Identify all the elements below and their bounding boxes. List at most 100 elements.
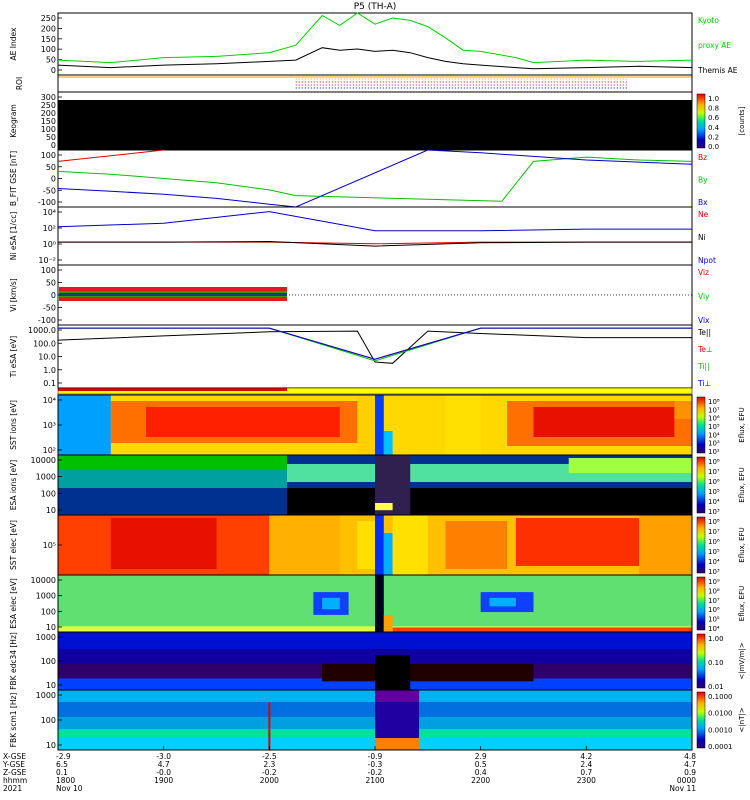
series-line-ni: [58, 240, 692, 247]
y-tick-label: -100: [38, 316, 56, 325]
legend-label: Kyoto: [698, 16, 719, 25]
colorbar-tick-label: 10⁷: [708, 597, 720, 605]
colorbar-label: <|mV/m|>: [738, 642, 746, 679]
panel-roi: ROI: [15, 74, 693, 93]
spectrogram-band: [383, 533, 393, 575]
keogram-top-gap: [58, 92, 692, 100]
colorbar-tick-label: 0.01: [708, 683, 724, 691]
panel-fbk_e: 1000 100 10 FBK edc34 [Hz] 1.00 0.10 0.01 <|mV/…: [9, 631, 746, 691]
colorbar-tick-label: 10⁶: [708, 538, 720, 546]
y-tick-label: 50: [46, 163, 56, 172]
colorbar-label: [counts]: [738, 106, 746, 135]
y-tick-label: 150: [41, 117, 56, 126]
x-axis-row-label: 2021: [3, 784, 22, 793]
spectrogram-band: [58, 395, 111, 455]
spectrogram-band: [269, 515, 340, 575]
series-line-bz: [57, 149, 164, 162]
colorbar-tick-label: 10⁵: [708, 616, 720, 624]
x-axis-value: 4.7: [158, 760, 170, 769]
y-tick-label: -50: [43, 186, 56, 195]
colorbar-tick-label: 0.6: [708, 114, 720, 122]
colorbar-label: <|nT|>: [738, 707, 746, 732]
colorbar-tick-label: 0.0001: [708, 743, 733, 751]
y-tick-label: 10: [46, 506, 56, 515]
y-tick-label: 10⁴: [43, 396, 56, 405]
x-axis-value: 2300: [577, 776, 596, 785]
colorbar-tick-label: 10⁶: [708, 606, 720, 614]
spectrogram-band: [639, 515, 692, 575]
series-line-ti: [58, 327, 692, 362]
x-axis-value: -2.5: [262, 752, 277, 761]
spectrogram-band: [489, 597, 516, 607]
y-tick-label: 50: [46, 279, 56, 288]
legend-label: Vix: [698, 316, 710, 325]
y-tick-label: 150: [41, 35, 56, 44]
spectrogram-band: [110, 518, 217, 569]
x-axis-value: 0.9: [684, 768, 696, 777]
panel-ti: 1000.0 100.0 10.0 1.0 0.1 Ti eSA [eV] Te|| Te⊥ T…: [9, 324, 712, 389]
x-axis-value: 2.3: [263, 760, 275, 769]
panel-vi: 100 50 0 -50 -100 Vi [km/s] Viz Viy Vix: [9, 264, 710, 326]
x-axis-value: Nov 11: [669, 784, 696, 793]
x-axis-value: -0.2: [368, 768, 383, 777]
y-axis-label: B_FIT GSE [nT]: [9, 151, 18, 206]
y-tick-label: 10: [46, 623, 56, 632]
legend-label: Te⊥: [697, 345, 712, 354]
colorbar-tick-label: 10⁷: [708, 528, 720, 536]
y-axis-label: ESA ions [eV]: [9, 460, 18, 511]
colorbar: [696, 516, 706, 574]
y-tick-label: 100: [41, 151, 56, 160]
legend-label: Npot: [698, 256, 716, 265]
colorbar-tick-label: 10⁷: [708, 406, 720, 414]
colorbar-tick-label: 10²: [708, 448, 720, 456]
spectrogram-band: [375, 690, 420, 702]
y-tick-label: 50: [46, 133, 56, 142]
y-axis-label: AE Index: [9, 27, 18, 60]
spectrogram-band: [357, 521, 375, 569]
y-tick-label: 250: [41, 101, 56, 110]
y-tick-label: 1000.0: [28, 326, 56, 335]
colorbar: [696, 576, 706, 631]
y-axis-label: SST ions [eV]: [9, 400, 18, 450]
spectrogram-band: [375, 515, 384, 575]
x-axis-value: 0.7: [580, 768, 592, 777]
x-axis-value: Nov 10: [56, 784, 83, 793]
spectrogram-band: [286, 488, 692, 515]
x-axis-value: 4.8: [684, 752, 696, 761]
y-tick-label: 100: [41, 489, 56, 498]
colorbar-tick-label: 10⁴: [708, 558, 720, 566]
series-line-by: [57, 156, 693, 202]
colorbar: [696, 456, 706, 514]
colorbar-label: Eflux, EFU: [738, 407, 746, 442]
panel-bfit: 100 50 0 -50 -100 B_FIT GSE [nT] Bz By Bx: [9, 149, 708, 208]
panel-fbk_b: 1000 100 10 FBK scm1 [Hz] 0.1000 0.0100 0.0010…: [9, 689, 746, 751]
panel-frame-ni: [57, 206, 693, 266]
state-bar-red: [58, 388, 287, 391]
y-tick-label: 100.0: [33, 339, 56, 348]
x-axis-value: 0.4: [475, 768, 487, 777]
y-tick-label: 10: [46, 741, 56, 750]
x-axis-value: 4.7: [684, 760, 696, 769]
spectrogram-band: [515, 518, 640, 566]
colorbar-tick-label: 10³: [708, 568, 720, 576]
colorbar-tick-label: 0.0010: [708, 726, 733, 734]
x-axis-value: -0.2: [262, 768, 277, 777]
y-axis-label: Ni eSA [1/cc]: [9, 212, 18, 261]
y-tick-label: 0: [51, 141, 56, 150]
spectrogram-band: [58, 455, 287, 470]
x-axis-value: 2200: [471, 776, 490, 785]
red-spike: [268, 702, 271, 750]
x-axis-row-label: Y-GSE: [2, 760, 25, 769]
y-tick-label: 1000: [36, 633, 56, 642]
colorbar-tick-label: 10⁹: [708, 578, 720, 586]
y-tick-label: 10⁰: [43, 240, 56, 249]
y-tick-label: -50: [43, 304, 56, 313]
y-tick-label: 250: [41, 14, 56, 23]
spectrogram-band: [375, 738, 420, 750]
colorbar-tick-label: 1.0: [708, 95, 719, 103]
colorbar: [696, 93, 706, 149]
spectrogram-band: [383, 431, 393, 455]
legend-label: Themis AE: [697, 66, 738, 75]
